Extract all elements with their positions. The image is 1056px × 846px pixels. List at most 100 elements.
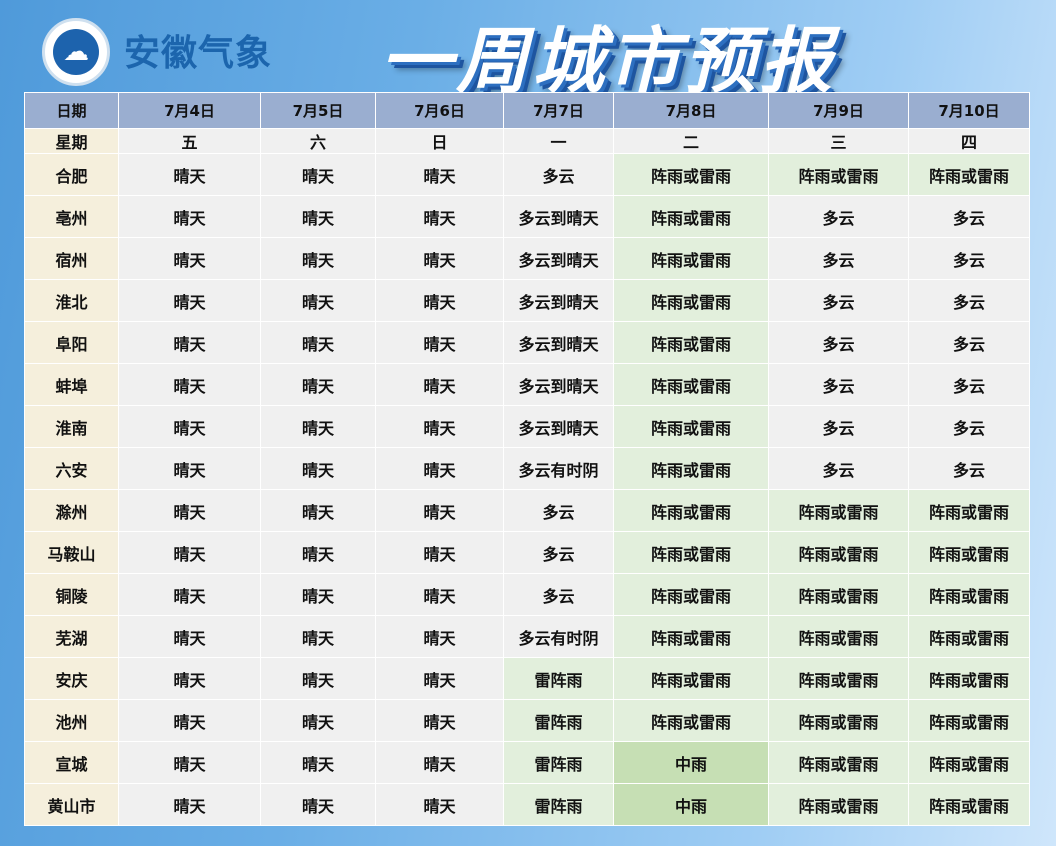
weather-cell: 晴天 [118, 195, 261, 238]
bureau-logo: ☁ [42, 18, 110, 86]
weather-cell: 阵雨或雷雨 [768, 699, 909, 742]
weather-cell: 晴天 [118, 615, 261, 658]
weather-cell: 晴天 [260, 153, 376, 196]
weather-cell: 晴天 [375, 489, 504, 532]
weather-cell: 晴天 [118, 321, 261, 364]
city-name: 宿州 [24, 237, 119, 280]
table-row: 淮南 晴天 晴天 晴天 多云到晴天 阵雨或雷雨 多云 多云 [24, 405, 1030, 448]
weekday-label: 星期 [24, 128, 119, 154]
weekday-cell: 四 [908, 128, 1030, 154]
weather-cell: 晴天 [375, 657, 504, 700]
forecast-table: 日期 7月4日 7月5日 7月6日 7月7日 7月8日 7月9日 7月10日 星期五六日一二三… [24, 92, 1030, 826]
table-row: 淮北 晴天 晴天 晴天 多云到晴天 阵雨或雷雨 多云 多云 [24, 279, 1030, 322]
weather-cell: 晴天 [260, 741, 376, 784]
weather-cell: 阵雨或雷雨 [768, 615, 909, 658]
weather-cell: 晴天 [375, 237, 504, 280]
brand-name: 安徽气象 [124, 32, 273, 74]
weather-cell: 晴天 [118, 573, 261, 616]
table-row: 滁州 晴天 晴天 晴天 多云 阵雨或雷雨 阵雨或雷雨 阵雨或雷雨 [24, 489, 1030, 532]
weather-cell: 雷阵雨 [503, 783, 614, 826]
weather-cell: 晴天 [260, 237, 376, 280]
weather-cell: 晴天 [375, 615, 504, 658]
weather-cell: 阵雨或雷雨 [908, 615, 1030, 658]
weather-cell: 多云 [908, 279, 1030, 322]
city-name: 合肥 [24, 153, 119, 196]
weather-cell: 晴天 [260, 195, 376, 238]
city-name: 淮南 [24, 405, 119, 448]
weather-cell: 雷阵雨 [503, 657, 614, 700]
weekday-cell: 五 [118, 128, 261, 154]
weather-cell: 多云到晴天 [503, 321, 614, 364]
table-row: 合肥 晴天 晴天 晴天 多云 阵雨或雷雨 阵雨或雷雨 阵雨或雷雨 [24, 153, 1030, 196]
weather-cell: 阵雨或雷雨 [613, 699, 769, 742]
weather-cell: 晴天 [375, 405, 504, 448]
weather-cell: 晴天 [260, 531, 376, 574]
weather-cell: 多云 [768, 237, 909, 280]
date-header: 7月9日 [768, 92, 909, 129]
weather-cell: 阵雨或雷雨 [768, 741, 909, 784]
weather-cell: 阵雨或雷雨 [613, 615, 769, 658]
weather-cell: 多云 [503, 531, 614, 574]
weather-cell: 晴天 [118, 489, 261, 532]
city-name: 铜陵 [24, 573, 119, 616]
weather-cell: 阵雨或雷雨 [768, 489, 909, 532]
date-header: 7月7日 [503, 92, 614, 129]
weekday-cell: 一 [503, 128, 614, 154]
weather-cell: 晴天 [260, 783, 376, 826]
weather-cell: 多云 [503, 489, 614, 532]
weather-cell: 晴天 [118, 783, 261, 826]
weather-cell: 晴天 [118, 741, 261, 784]
weather-cell: 晴天 [375, 741, 504, 784]
weather-cell: 阵雨或雷雨 [613, 321, 769, 364]
weather-cell: 阵雨或雷雨 [908, 783, 1030, 826]
weather-cell: 晴天 [260, 321, 376, 364]
weather-cell: 晴天 [375, 447, 504, 490]
weather-cell: 阵雨或雷雨 [768, 573, 909, 616]
weather-cell: 多云 [768, 321, 909, 364]
weekday-cell: 二 [613, 128, 769, 154]
weather-cell: 多云有时阴 [503, 447, 614, 490]
city-name: 滁州 [24, 489, 119, 532]
weather-cell: 阵雨或雷雨 [613, 279, 769, 322]
weather-cell: 多云 [908, 237, 1030, 280]
city-name: 六安 [24, 447, 119, 490]
weather-cell: 阵雨或雷雨 [613, 657, 769, 700]
weather-cell: 晴天 [375, 531, 504, 574]
city-name: 马鞍山 [24, 531, 119, 574]
weather-cell: 阵雨或雷雨 [768, 657, 909, 700]
weather-cell: 阵雨或雷雨 [613, 489, 769, 532]
date-label: 日期 [24, 92, 119, 129]
city-name: 亳州 [24, 195, 119, 238]
city-name: 宣城 [24, 741, 119, 784]
table-row: 宣城 晴天 晴天 晴天 雷阵雨 中雨 阵雨或雷雨 阵雨或雷雨 [24, 741, 1030, 784]
date-header-row: 日期 7月4日 7月5日 7月6日 7月7日 7月8日 7月9日 7月10日 [24, 92, 1030, 129]
weather-cell: 阵雨或雷雨 [768, 153, 909, 196]
weather-cell: 多云 [768, 447, 909, 490]
weather-cell: 阵雨或雷雨 [613, 405, 769, 448]
weather-cell: 阵雨或雷雨 [613, 447, 769, 490]
weather-cell: 阵雨或雷雨 [908, 153, 1030, 196]
table-row: 马鞍山 晴天 晴天 晴天 多云 阵雨或雷雨 阵雨或雷雨 阵雨或雷雨 [24, 531, 1030, 574]
table-row: 芜湖 晴天 晴天 晴天 多云有时阴 阵雨或雷雨 阵雨或雷雨 阵雨或雷雨 [24, 615, 1030, 658]
weather-cell: 阵雨或雷雨 [908, 699, 1030, 742]
weather-cell: 晴天 [118, 153, 261, 196]
weather-cell: 晴天 [375, 153, 504, 196]
page-title: 一周城市预报 [380, 19, 837, 103]
weather-cell: 晴天 [260, 699, 376, 742]
weather-cell: 多云有时阴 [503, 615, 614, 658]
weather-cell: 晴天 [118, 363, 261, 406]
table-row: 池州 晴天 晴天 晴天 雷阵雨 阵雨或雷雨 阵雨或雷雨 阵雨或雷雨 [24, 699, 1030, 742]
weekday-cell: 三 [768, 128, 909, 154]
weather-cell: 晴天 [375, 783, 504, 826]
weather-cell: 多云 [503, 573, 614, 616]
weather-cell: 多云 [908, 363, 1030, 406]
weather-cell: 多云 [908, 447, 1030, 490]
weather-cell: 晴天 [118, 447, 261, 490]
weather-cell: 多云 [768, 279, 909, 322]
weather-cell: 多云 [768, 363, 909, 406]
city-name: 淮北 [24, 279, 119, 322]
weather-cell: 晴天 [375, 279, 504, 322]
date-header: 7月6日 [375, 92, 504, 129]
weather-cell: 阵雨或雷雨 [613, 195, 769, 238]
weather-cell: 晴天 [260, 657, 376, 700]
